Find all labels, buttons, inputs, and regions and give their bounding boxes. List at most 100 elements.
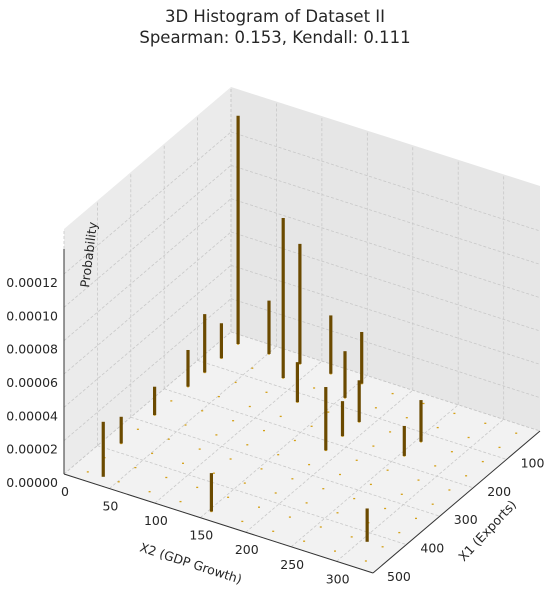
bin-marker bbox=[381, 546, 384, 548]
bin-marker bbox=[274, 492, 277, 494]
bin-marker bbox=[279, 415, 282, 418]
bin-marker bbox=[268, 353, 270, 355]
back-wall-grid-horizontal bbox=[230, 231, 541, 332]
bin-marker bbox=[148, 491, 151, 493]
bin-marker bbox=[336, 512, 339, 514]
bin-marker bbox=[136, 428, 139, 430]
bin-marker bbox=[415, 517, 417, 520]
left-wall-grid-horizontal bbox=[63, 131, 232, 275]
bars bbox=[101, 115, 423, 542]
bin-marker bbox=[232, 420, 235, 422]
left-wall-pane bbox=[64, 86, 231, 475]
bin-marker bbox=[187, 386, 189, 388]
floor-grid-line-x bbox=[130, 416, 440, 517]
bin-marker bbox=[184, 424, 187, 426]
bin-marker bbox=[234, 381, 237, 384]
bin-marker bbox=[465, 475, 468, 477]
x-tick-label: 500 bbox=[387, 569, 411, 584]
bin-marker bbox=[215, 434, 218, 436]
bin-marker bbox=[167, 438, 170, 440]
bin-marker bbox=[403, 455, 406, 457]
grid-lines bbox=[63, 86, 541, 574]
bin-marker bbox=[282, 377, 285, 379]
bin-marker bbox=[515, 432, 518, 434]
floor-grid-line-x bbox=[164, 388, 474, 489]
bin-marker bbox=[198, 448, 201, 450]
y-tick-label: 0 bbox=[61, 484, 69, 499]
x-axis-label: X1 (Exports) bbox=[455, 497, 519, 564]
bin-marker bbox=[481, 460, 484, 463]
y-tick-label: 100 bbox=[144, 513, 168, 528]
bin-marker bbox=[372, 445, 375, 447]
bin-marker bbox=[322, 488, 325, 490]
bin-marker bbox=[263, 429, 265, 432]
bin-marker bbox=[374, 407, 377, 409]
y-tick-label: 50 bbox=[102, 499, 118, 514]
z-tick-label: 0.00012 bbox=[6, 275, 58, 290]
bin-marker bbox=[329, 373, 332, 375]
bin-marker bbox=[417, 479, 420, 481]
y-tick-label: 200 bbox=[235, 542, 259, 557]
bin-marker bbox=[227, 496, 230, 498]
bin-marker bbox=[313, 387, 316, 389]
bin-marker bbox=[369, 483, 372, 486]
bin-marker bbox=[251, 367, 254, 369]
x2-axis-line bbox=[63, 473, 374, 574]
bin-marker bbox=[293, 439, 296, 442]
bin-marker bbox=[450, 451, 453, 453]
bin-marker bbox=[203, 371, 206, 374]
axis-lines bbox=[63, 248, 541, 574]
bin-marker bbox=[324, 449, 327, 452]
y-tick-label: 150 bbox=[189, 528, 213, 543]
bin-marker bbox=[212, 472, 215, 474]
bin-marker bbox=[298, 363, 301, 365]
x-tick-label: 200 bbox=[487, 484, 511, 499]
bin-marker bbox=[210, 510, 213, 513]
bin-marker bbox=[448, 489, 451, 491]
floor-grid-line-y bbox=[109, 346, 277, 489]
bin-marker bbox=[355, 459, 358, 461]
bin-marker bbox=[220, 357, 223, 359]
floor-grid-line-y bbox=[245, 389, 414, 533]
back-wall-grid-horizontal bbox=[230, 298, 541, 399]
floor-grid-line-y bbox=[154, 360, 323, 504]
floor-grid-line-x bbox=[197, 360, 507, 460]
zero-markers bbox=[86, 343, 518, 562]
x-tick-label: 400 bbox=[420, 541, 444, 556]
z-tick-label: 0.00004 bbox=[6, 408, 58, 423]
bin-marker bbox=[391, 392, 394, 395]
back-wall-pane bbox=[231, 86, 540, 432]
bin-marker bbox=[86, 471, 89, 473]
z-tick-label: 0.00010 bbox=[6, 308, 58, 323]
bin-marker bbox=[384, 507, 387, 510]
bin-marker bbox=[170, 400, 173, 402]
x1-axis-line bbox=[372, 430, 541, 574]
x-tick-label: 300 bbox=[454, 512, 478, 527]
bin-marker bbox=[288, 516, 291, 518]
left-wall-grid-horizontal bbox=[63, 165, 232, 308]
bin-marker bbox=[344, 397, 346, 399]
bin-marker bbox=[398, 531, 401, 534]
bin-marker bbox=[467, 436, 470, 439]
z-tick-label: 0.00006 bbox=[6, 375, 58, 390]
bin-marker bbox=[360, 383, 363, 385]
bin-marker bbox=[217, 395, 220, 398]
left-wall-grid-horizontal bbox=[63, 265, 232, 408]
chart-title: 3D Histogram of Dataset II bbox=[164, 7, 386, 26]
floor-grid-line-y bbox=[200, 375, 368, 518]
z-tick-label: 0.00008 bbox=[6, 342, 58, 357]
bin-marker bbox=[117, 481, 120, 483]
back-wall-grid-horizontal bbox=[230, 131, 541, 232]
floor-grid-line-y bbox=[336, 419, 504, 562]
bin-marker bbox=[153, 414, 156, 416]
back-wall-grid-horizontal bbox=[230, 198, 541, 299]
bin-marker bbox=[422, 402, 425, 405]
floor-grid-line-y bbox=[290, 404, 459, 548]
bin-marker bbox=[308, 463, 311, 466]
bin-marker bbox=[277, 454, 280, 456]
bin-marker bbox=[319, 526, 322, 528]
bin-marker bbox=[310, 425, 313, 427]
bin-marker bbox=[353, 497, 356, 500]
title-block: 3D Histogram of Dataset II Spearman: 0.1… bbox=[0, 6, 550, 48]
bin-marker bbox=[246, 444, 249, 446]
